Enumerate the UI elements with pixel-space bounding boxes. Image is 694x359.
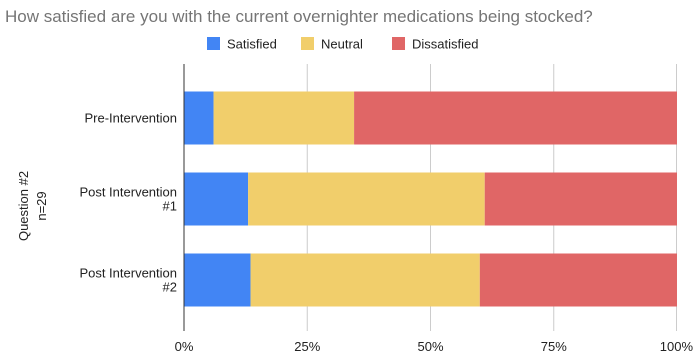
legend-swatch-satisfied (207, 37, 220, 50)
chart-title: How satisfied are you with the current o… (5, 7, 593, 26)
legend-swatch-neutral (301, 37, 314, 50)
y-axis-title-group: Question #2 n=29 (16, 171, 49, 241)
legend-label-satisfied: Satisfied (227, 37, 277, 52)
legend-swatch-dissatisfied (392, 37, 405, 50)
x-tick-label-75: 75% (541, 339, 567, 354)
axes: 0% 25% 50% 75% 100% (175, 64, 694, 354)
bar-neutral-3 (250, 253, 480, 307)
x-tick-label-50: 50% (417, 339, 443, 354)
bars (184, 91, 677, 307)
bar-dissatisfied-2 (484, 172, 677, 226)
y-axis-title: Question #2 n=29 (16, 171, 49, 241)
y-axis-title-line-2: n=29 (34, 191, 49, 220)
bar-neutral-1 (213, 91, 355, 145)
bar-dissatisfied-3 (479, 253, 677, 307)
bar-dissatisfied-1 (354, 91, 677, 145)
bar-satisfied-1 (184, 91, 214, 145)
legend-label-dissatisfied: Dissatisfied (412, 37, 478, 52)
bar-satisfied-2 (184, 172, 249, 226)
category-label-2-line-1: Post Intervention (79, 185, 177, 200)
category-label-3-line-2: #2 (163, 280, 177, 295)
legend-label-neutral: Neutral (321, 37, 363, 52)
x-tick-label-100: 100% (660, 339, 694, 354)
y-axis-title-line-1: Question #2 (16, 171, 31, 241)
bar-satisfied-3 (184, 253, 251, 307)
category-label-3-line-1: Post Intervention (79, 266, 177, 281)
category-label-1-line-1: Pre-Intervention (85, 111, 178, 126)
legend: Satisfied Neutral Dissatisfied (207, 37, 478, 52)
category-label-2-line-2: #1 (163, 199, 177, 214)
x-tick-label-25: 25% (294, 339, 320, 354)
bar-neutral-2 (248, 172, 485, 226)
x-tick-label-0: 0% (175, 339, 194, 354)
